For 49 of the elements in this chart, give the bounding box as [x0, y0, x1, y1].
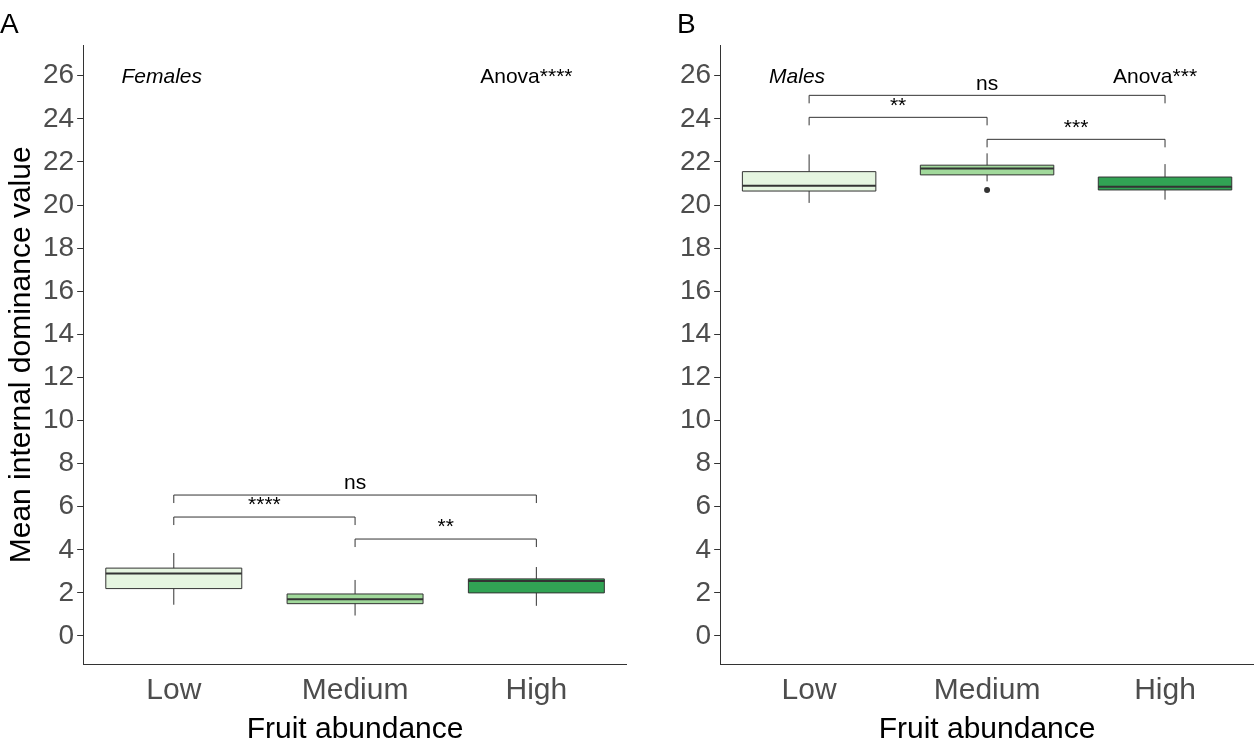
x-tick-label: Medium [301, 672, 409, 706]
y-tick-label: 8 [58, 446, 75, 478]
y-tick-label: 18 [42, 230, 75, 262]
x-tick-label: Low [146, 672, 202, 706]
y-tick-label: 4 [58, 532, 75, 564]
chart-title: B [677, 7, 696, 39]
y-tick-label: 6 [58, 489, 75, 521]
y-tick-label: 12 [42, 360, 75, 392]
y-tick-label: 24 [42, 101, 75, 133]
y-axis-title: Mean internal dominance value [3, 146, 37, 564]
x-axis-title: Fruit abundance [878, 711, 1096, 745]
annotation: ** [889, 92, 907, 116]
y-tick-label: 22 [42, 144, 75, 176]
annotation: Anova*** [1112, 64, 1198, 88]
y-tick-label: 20 [42, 187, 75, 219]
y-tick-label: 0 [58, 618, 75, 650]
y-tick-label: 18 [679, 230, 712, 262]
y-tick-label: 16 [42, 273, 75, 305]
chart-title: A [0, 7, 19, 39]
y-tick-label: 10 [42, 403, 75, 435]
y-tick-label: 14 [42, 317, 75, 349]
annotation: Males [769, 64, 826, 88]
annotation: ns [343, 470, 367, 494]
x-tick-label: Medium [933, 672, 1041, 706]
y-tick-label: 10 [679, 403, 712, 435]
y-tick-label: 26 [42, 58, 75, 90]
y-tick-label: 24 [679, 101, 712, 133]
annotation: *** [1063, 114, 1089, 138]
x-axis-title: Fruit abundance [246, 711, 464, 745]
y-tick-label: 4 [695, 532, 712, 564]
y-tick-label: 14 [679, 317, 712, 349]
y-tick-label: 0 [695, 618, 712, 650]
y-tick-label: 6 [695, 489, 712, 521]
x-tick-label: High [1134, 672, 1196, 706]
y-tick-label: 16 [679, 273, 712, 305]
annotation: ** [437, 514, 454, 538]
y-tick-label: 20 [679, 187, 712, 219]
y-tick-label: 2 [58, 575, 75, 607]
annotation: Anova**** [480, 64, 573, 88]
annotation: ns [975, 70, 999, 94]
y-tick-label: 2 [695, 575, 712, 607]
y-tick-label: 8 [695, 446, 712, 478]
x-tick-label: Low [781, 672, 837, 706]
y-tick-label: 22 [679, 144, 712, 176]
x-tick-label: High [505, 672, 568, 706]
annotation: **** [248, 492, 281, 516]
y-tick-label: 26 [679, 58, 712, 90]
y-tick-label: 12 [679, 360, 712, 392]
annotation: Females [121, 64, 203, 88]
